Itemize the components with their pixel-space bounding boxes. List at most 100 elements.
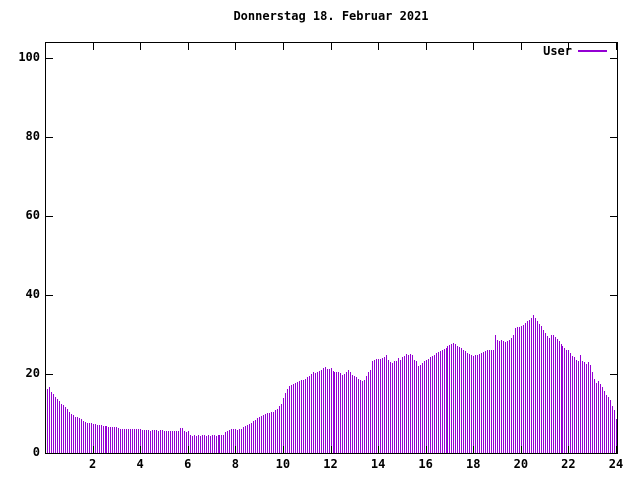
bar [574, 357, 576, 453]
bar [263, 415, 265, 453]
bar [225, 432, 227, 453]
y-tick-label: 40 [25, 287, 40, 301]
y-tick-label: 20 [25, 366, 40, 380]
bar [568, 350, 570, 453]
bar [368, 372, 370, 453]
bar [578, 361, 580, 453]
bar [86, 423, 88, 453]
tick-mark [46, 137, 53, 138]
bar [429, 357, 431, 453]
bar [84, 422, 86, 453]
bar [411, 355, 413, 453]
chart-title: Donnerstag 18. Februar 2021 [233, 9, 429, 23]
bar [62, 405, 64, 453]
y-tick-label: 0 [32, 445, 40, 459]
bar [271, 412, 273, 453]
x-tick-label: 14 [370, 457, 386, 471]
tick-mark [473, 43, 474, 50]
bar [362, 381, 364, 453]
bar [437, 352, 439, 453]
bar [217, 435, 219, 453]
bar [554, 337, 556, 453]
bar [173, 431, 175, 453]
bar [50, 392, 52, 453]
bar [401, 357, 403, 453]
bar [499, 341, 501, 453]
bar [201, 435, 203, 453]
bar [405, 354, 407, 453]
bar [550, 335, 552, 453]
bar [413, 360, 415, 453]
bar [358, 379, 360, 453]
bar [183, 431, 185, 453]
x-tick-label: 2 [88, 457, 97, 471]
bar [261, 416, 263, 453]
bar [267, 413, 269, 453]
bar [386, 355, 388, 453]
bar [144, 430, 146, 453]
bar [610, 400, 612, 453]
bar [604, 391, 606, 453]
bar [205, 436, 207, 453]
bar [247, 425, 249, 453]
bar [546, 336, 548, 453]
bar [322, 368, 324, 453]
bar [78, 418, 80, 453]
bar [439, 351, 441, 453]
bar [564, 348, 566, 453]
bar [108, 427, 110, 453]
bar [532, 315, 534, 453]
bar [522, 325, 524, 453]
bar [273, 412, 275, 453]
bar [52, 394, 54, 453]
bar [534, 318, 536, 453]
bar [292, 384, 294, 453]
bar [152, 430, 154, 453]
tick-mark [283, 43, 284, 50]
bar [233, 429, 235, 453]
x-tick-label: 24 [608, 457, 624, 471]
bar [481, 353, 483, 453]
bar [340, 373, 342, 453]
bar [374, 360, 376, 453]
tick-mark [568, 446, 569, 453]
bar [582, 361, 584, 453]
bar [118, 428, 120, 453]
bar [223, 435, 225, 453]
bar [106, 426, 108, 453]
bar [576, 360, 578, 453]
bar [354, 376, 356, 453]
bar [314, 373, 316, 453]
bar [284, 393, 286, 453]
bar [528, 320, 530, 453]
bar [158, 431, 160, 453]
bar [120, 429, 122, 453]
y-tick-label: 100 [18, 50, 40, 64]
bar [616, 419, 618, 453]
x-tick-label: 6 [184, 457, 192, 471]
bar [66, 409, 68, 453]
bar [461, 348, 463, 453]
bar [421, 363, 423, 453]
bar [584, 362, 586, 453]
bar [544, 333, 546, 453]
tick-mark [426, 446, 427, 453]
bar [98, 425, 100, 453]
bar [128, 429, 130, 453]
bar [136, 429, 138, 453]
bar [47, 389, 48, 453]
bar [163, 431, 165, 453]
y-tick-label: 80 [25, 129, 40, 143]
bar [556, 339, 558, 453]
bar [235, 429, 237, 453]
tick-mark [46, 374, 53, 375]
bar [156, 430, 158, 453]
bar [606, 395, 608, 453]
bar [199, 436, 201, 453]
tick-mark [521, 43, 522, 50]
bar [265, 414, 267, 453]
bar [586, 364, 588, 453]
bar [548, 338, 550, 453]
bar [552, 335, 554, 453]
bar [269, 413, 271, 453]
